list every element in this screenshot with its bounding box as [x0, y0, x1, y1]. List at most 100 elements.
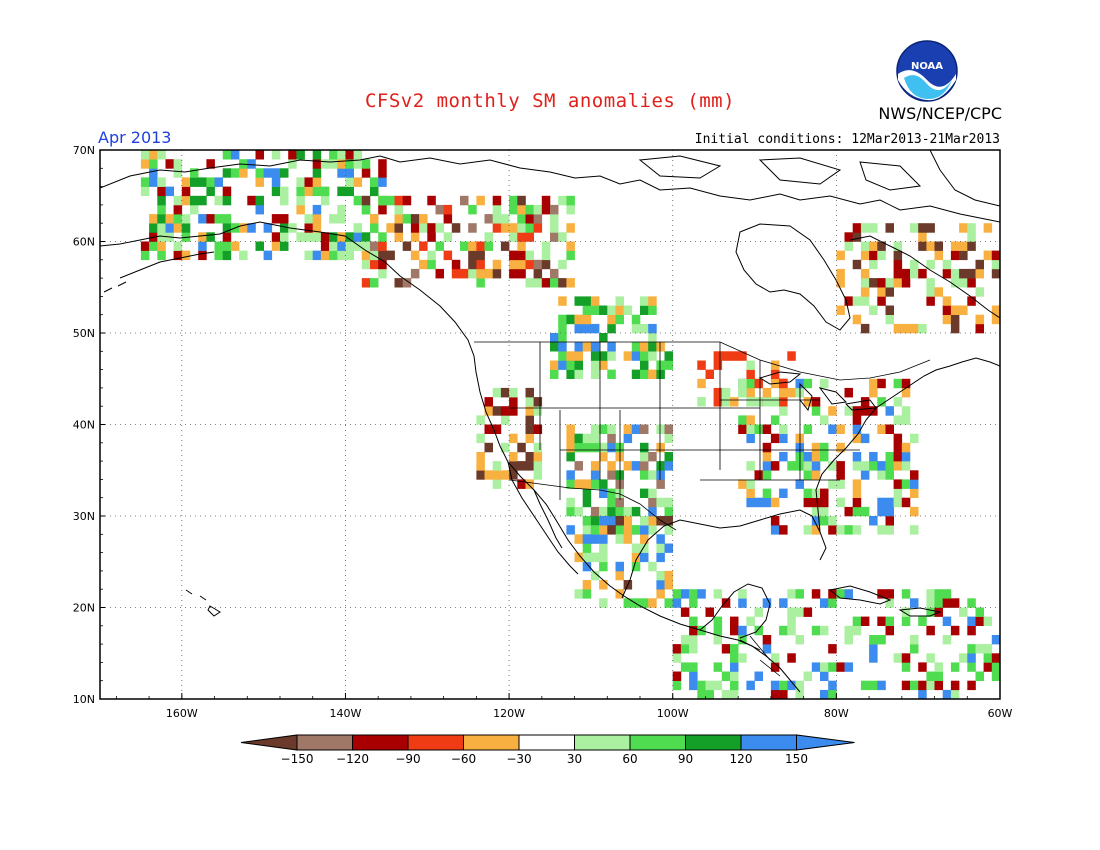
anomaly-cell	[893, 250, 903, 261]
anomaly-cell	[484, 241, 493, 251]
anomaly-cell	[599, 424, 608, 434]
anomaly-cell	[664, 360, 673, 370]
anomaly-cell	[386, 250, 395, 261]
colorbar-segment	[740, 734, 797, 751]
anomaly-cell	[484, 406, 493, 416]
anomaly-cell	[983, 644, 993, 654]
anomaly-cell	[640, 598, 649, 608]
anomaly-cell	[361, 168, 371, 178]
anomaly-cell	[860, 616, 870, 626]
anomaly-cell	[198, 232, 207, 242]
anomaly-cell	[353, 177, 363, 187]
anomaly-cell	[525, 232, 534, 242]
anomaly-cell	[910, 506, 919, 517]
anomaly-cell	[140, 159, 150, 169]
anomaly-cell	[222, 223, 232, 233]
anomaly-cell	[222, 168, 232, 178]
anomaly-cell	[852, 223, 862, 233]
anomaly-cell	[378, 168, 387, 178]
anomaly-cell	[689, 680, 698, 691]
anomaly-cell	[762, 598, 772, 608]
anomaly-cell	[337, 159, 346, 169]
anomaly-cell	[770, 653, 780, 663]
anomaly-cell	[803, 488, 813, 498]
anomaly-cell	[828, 644, 837, 654]
coastlines	[100, 150, 1000, 693]
anomaly-cell	[255, 204, 264, 215]
anomaly-cell	[664, 424, 673, 434]
anomaly-cell	[378, 232, 387, 242]
anomaly-cell	[615, 296, 624, 306]
anomaly-cell	[885, 223, 894, 233]
anomaly-cell	[247, 159, 256, 169]
anomaly-cell	[885, 470, 894, 480]
anomaly-cell	[950, 323, 960, 334]
anomaly-cell	[877, 616, 886, 626]
anomaly-cell	[738, 378, 747, 389]
anomaly-cell	[165, 214, 174, 224]
anomaly-cell	[427, 232, 436, 242]
anomaly-cell	[566, 195, 575, 206]
anomaly-cell	[599, 506, 608, 517]
anomaly-cell	[869, 452, 878, 462]
anomaly-cell	[713, 662, 723, 672]
anomaly-cell	[329, 150, 338, 160]
anomaly-cell	[525, 452, 534, 462]
anomaly-cell	[157, 223, 166, 233]
anomaly-cell	[590, 470, 600, 480]
anomaly-cell	[860, 506, 870, 517]
anomaly-cell	[304, 177, 313, 187]
anomaly-cell	[721, 387, 731, 398]
anomaly-cell	[550, 232, 559, 242]
anomaly-cell	[247, 223, 256, 233]
anomaly-cell	[599, 488, 608, 498]
anomaly-cell	[918, 241, 927, 251]
anomaly-cell	[820, 378, 829, 389]
anomaly-cell	[926, 287, 935, 297]
anomaly-cell	[852, 497, 862, 508]
anomaly-cell	[566, 223, 575, 233]
anomaly-cell	[713, 387, 723, 398]
anomaly-cell	[762, 470, 772, 480]
anomaly-cell	[566, 452, 575, 462]
anomaly-cell	[942, 305, 952, 315]
anomaly-cell	[509, 461, 518, 471]
anomaly-cell	[770, 397, 780, 407]
anomaly-cell	[950, 241, 960, 251]
anomaly-cell	[926, 598, 935, 608]
anomaly-cell	[582, 580, 592, 590]
anomaly-cell	[590, 305, 600, 315]
anomaly-cell	[950, 625, 960, 636]
anomaly-cell	[460, 241, 469, 251]
anomaly-cell	[607, 323, 616, 334]
anomaly-cell	[394, 223, 403, 233]
anomaly-cell	[713, 351, 723, 361]
anomaly-cell	[509, 250, 518, 261]
anomaly-cell	[370, 223, 379, 233]
anomaly-cell	[582, 516, 592, 526]
anomaly-cell	[460, 195, 469, 206]
anomaly-cell	[820, 516, 829, 526]
anomaly-cell	[746, 378, 755, 389]
anomaly-cell	[697, 689, 706, 699]
anomaly-cell	[410, 250, 420, 261]
anomaly-cell	[836, 662, 845, 672]
lat-label: 40N	[73, 419, 95, 432]
anomaly-cell	[950, 680, 960, 691]
anomaly-cell	[877, 680, 886, 691]
anomaly-cell	[918, 689, 927, 699]
anomaly-cell	[656, 442, 665, 453]
anomaly-cell	[730, 351, 739, 361]
anomaly-cell	[860, 223, 870, 233]
anomaly-cell	[820, 671, 829, 681]
anomaly-cell	[607, 305, 616, 315]
anomaly-cell	[623, 433, 633, 444]
anomaly-cell	[222, 150, 232, 160]
anomaly-cell	[811, 470, 821, 480]
anomaly-cell	[926, 278, 935, 288]
anomaly-cell	[893, 442, 903, 453]
anomaly-cell	[271, 150, 281, 160]
anomaly-cell	[443, 214, 453, 224]
anomaly-cell	[320, 241, 330, 251]
anomaly-cell	[280, 214, 289, 224]
